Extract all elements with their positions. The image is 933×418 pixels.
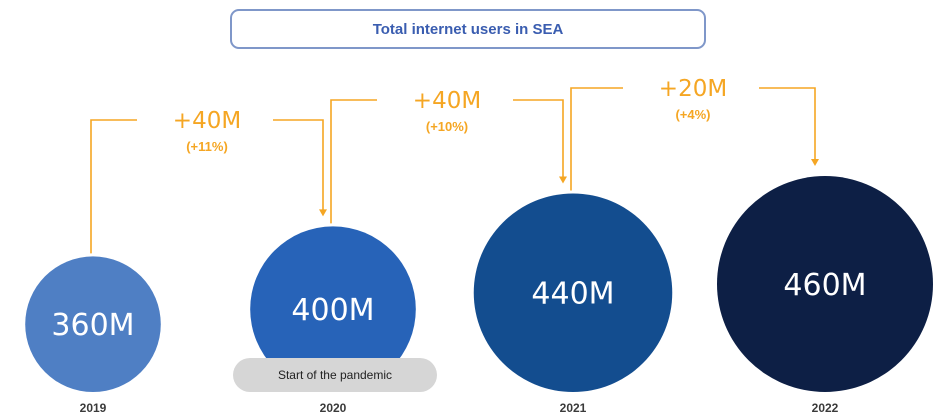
change-value-2021: +40M (413, 88, 481, 114)
change-connector-left-2021 (330, 99, 377, 224)
change-arrowhead-2022 (811, 159, 819, 166)
year-label-2021: 2021 (560, 401, 587, 415)
change-value-2020: +40M (173, 108, 241, 134)
change-percent-2020: (+11%) (186, 139, 228, 154)
bubble-value-2022: 460M (783, 268, 866, 303)
change-percent-2021: (+10%) (426, 119, 468, 134)
year-label-2020: 2020 (320, 401, 347, 415)
change-percent-2022: (+4%) (675, 107, 710, 122)
change-connector-right-2020 (273, 119, 324, 211)
change-connector-left-2020 (90, 119, 137, 254)
bubble-2021 (473, 193, 673, 392)
change-arrowhead-2020 (319, 209, 327, 217)
year-label-2022: 2022 (812, 401, 839, 415)
change-connector-right-2022 (759, 87, 816, 160)
chart-title: Total internet users in SEA (230, 9, 706, 49)
bubble-value-2019: 360M (51, 308, 134, 343)
bubble-2019 (25, 256, 161, 392)
pandemic-annotation-text: Start of the pandemic (278, 368, 392, 382)
bubble-value-2021: 440M (531, 277, 614, 312)
change-connector-right-2021 (513, 99, 564, 178)
bubble-2022 (717, 176, 933, 392)
change-connector-left-2022 (570, 87, 623, 191)
bubble-value-2020: 400M (291, 293, 374, 328)
change-arrowhead-2021 (559, 176, 567, 184)
year-label-2019: 2019 (80, 401, 107, 415)
bubble-2020 (250, 226, 416, 392)
pandemic-annotation-pill (233, 358, 437, 392)
change-value-2022: +20M (659, 76, 727, 102)
